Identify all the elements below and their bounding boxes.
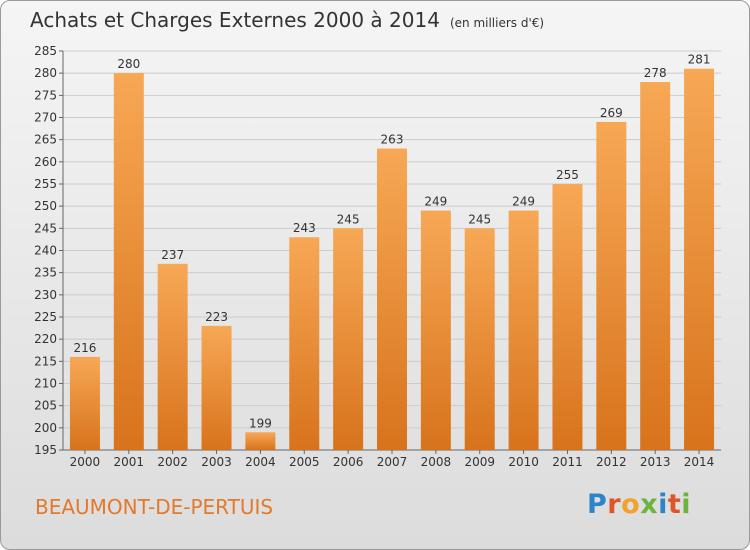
data-labels: 216 280 237 223 199 243 245 263 249 245 249 255 269 2… (73, 53, 710, 431)
axes: 1952002052102152202252302352402452502552… (34, 44, 721, 469)
data-label: 249 (424, 195, 447, 209)
bar (113, 73, 144, 451)
x-tick-label: 2014 (684, 455, 715, 469)
y-tick-label: 280 (34, 66, 57, 80)
data-label: 263 (381, 133, 404, 147)
data-label: 269 (600, 106, 623, 120)
logo-letter: x (640, 489, 659, 520)
x-tick-label: 2013 (640, 455, 671, 469)
bar (377, 148, 407, 451)
data-label: 243 (293, 221, 316, 235)
bar (333, 228, 364, 450)
data-label: 249 (512, 195, 535, 209)
bar (684, 68, 715, 450)
y-tick-label: 275 (34, 88, 57, 102)
data-label: 216 (73, 341, 96, 355)
logo-letter: i (658, 489, 668, 520)
data-label: 199 (249, 416, 272, 430)
bar (464, 228, 495, 450)
x-tick-label: 2003 (201, 455, 232, 469)
y-tick-label: 195 (34, 443, 57, 457)
x-tick-label: 2004 (245, 455, 276, 469)
y-tick-label: 210 (34, 377, 57, 391)
bar (157, 263, 188, 450)
y-tick-label: 270 (34, 111, 57, 125)
logo-letter: i (681, 489, 692, 520)
logo-letter: o (621, 489, 641, 520)
x-tick-label: 2008 (421, 455, 452, 469)
y-tick-label: 235 (34, 266, 57, 280)
y-tick-label: 225 (34, 310, 57, 324)
x-tick-label: 2005 (289, 455, 320, 469)
data-label: 281 (688, 53, 711, 67)
chart-title-text: Achats et Charges Externes 2000 à 2014 (30, 8, 440, 32)
data-label: 280 (117, 57, 140, 71)
chart-unit: (en milliers d'€) (449, 16, 545, 30)
x-tick-label: 2010 (508, 455, 539, 469)
x-tick-label: 2009 (464, 455, 495, 469)
data-label: 223 (205, 310, 228, 324)
bar (289, 237, 320, 450)
y-tick-label: 255 (34, 177, 57, 191)
x-tick-label: 2011 (552, 455, 583, 469)
proxiti-logo: Proxiti (587, 489, 691, 520)
y-tick-label: 205 (34, 399, 57, 413)
x-tick-label: 2001 (114, 455, 145, 469)
data-label: 255 (556, 168, 579, 182)
y-tick-label: 245 (34, 221, 57, 235)
bar (596, 121, 627, 450)
x-tick-label: 2007 (377, 455, 408, 469)
y-tick-label: 240 (34, 244, 57, 258)
data-label: 278 (644, 66, 667, 80)
bars (69, 68, 715, 451)
y-tick-label: 215 (34, 354, 57, 368)
y-tick-label: 220 (34, 332, 57, 346)
bar (69, 356, 100, 450)
data-label: 245 (337, 212, 360, 226)
logo-letter: r (607, 489, 622, 520)
x-tick-label: 2002 (157, 455, 188, 469)
chart-title: Achats et Charges Externes 2000 à 2014 (e… (30, 8, 544, 32)
bar (552, 184, 583, 450)
y-tick-label: 250 (34, 199, 57, 213)
y-tick-label: 200 (34, 421, 57, 435)
data-label: 237 (161, 248, 184, 262)
y-tick-label: 230 (34, 288, 57, 302)
bar (201, 325, 232, 450)
data-label: 245 (468, 212, 491, 226)
x-tick-label: 2012 (596, 455, 627, 469)
logo-letter: P (587, 489, 608, 520)
x-tick-label: 2000 (70, 455, 101, 469)
bar (420, 210, 451, 450)
x-tick-label: 2006 (333, 455, 364, 469)
bar (245, 432, 276, 450)
bar (640, 82, 671, 451)
bar (508, 210, 539, 450)
y-tick-label: 265 (34, 133, 57, 147)
y-tick-label: 260 (34, 155, 57, 169)
logo-letter: t (667, 489, 682, 520)
y-tick-label: 285 (34, 44, 57, 58)
town-name: BEAUMONT-DE-PERTUIS (35, 495, 274, 519)
